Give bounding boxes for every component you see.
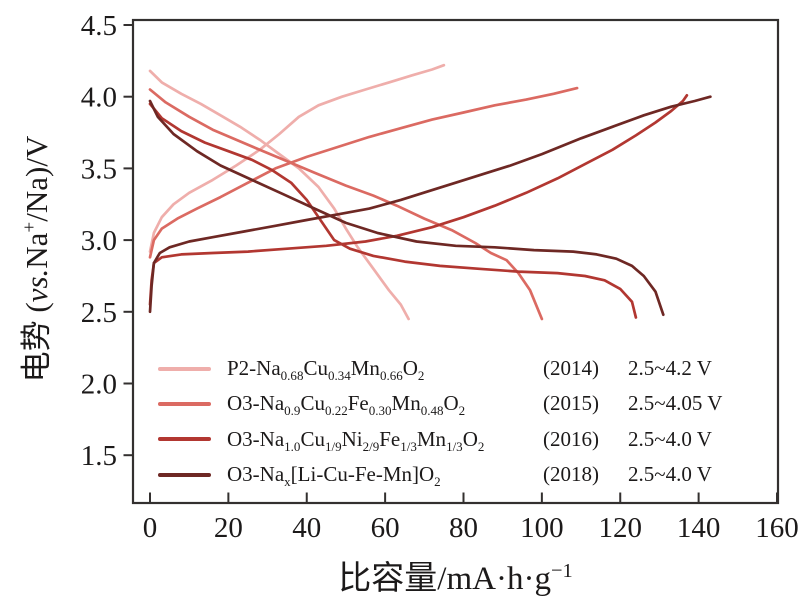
- curve-2016-charge: [148, 93, 689, 306]
- y-axis-title: 电势 (vs.Na+/Na)/V: [19, 135, 54, 383]
- y-tick-label: 3.5: [81, 153, 117, 185]
- y-tick-label: 1.5: [81, 440, 117, 472]
- curve-2018-charge: [148, 95, 712, 314]
- curve-2015-discharge: [148, 88, 544, 321]
- legend-row-2016: O3-Na1.0Cu1/9Ni2/9Fe1/3Mn1/3O2 (2016) 2.5~…: [158, 422, 783, 457]
- curve-2014-charge: [148, 63, 446, 253]
- legend-series-name: O3-Na0.9Cu0.22Fe0.30Mn0.48O2: [227, 391, 466, 419]
- legend-series-name: O3-Nax[Li-Cu-Fe-Mn]O2: [227, 462, 441, 490]
- x-tick-label: 100: [520, 512, 564, 544]
- legend-series-year: (2016): [543, 426, 599, 451]
- legend-line-swatch: [158, 402, 211, 407]
- legend-line-swatch: [158, 472, 211, 477]
- legend-series-name: P2-Na0.68Cu0.34Mn0.66O2: [227, 356, 425, 384]
- y-tick-label: 4.5: [81, 10, 117, 42]
- x-tick-label: 20: [214, 512, 243, 544]
- legend: P2-Na0.68Cu0.34Mn0.66O2 (2014) 2.5~4.2 V O3…: [158, 351, 783, 497]
- y-tick-label: 2.0: [81, 369, 117, 401]
- x-tick-label: 0: [143, 512, 158, 544]
- y-tick-label: 3.0: [81, 225, 117, 257]
- legend-series-year: (2015): [543, 391, 599, 416]
- legend-row-2015: O3-Na0.9Cu0.22Fe0.30Mn0.48O2 (2015) 2.5~4.…: [158, 386, 783, 421]
- axis-frame: [131, 18, 780, 505]
- x-tick-label: 120: [598, 512, 642, 544]
- legend-row-2018: O3-Nax[Li-Cu-Fe-Mn]O2 (2018) 2.5~4.0 V: [158, 457, 783, 492]
- curve-2016-discharge: [148, 102, 638, 319]
- legend-series-voltage-range: 2.5~4.2 V: [628, 356, 712, 380]
- curve-2014-discharge: [148, 69, 410, 321]
- x-tick-label: 80: [449, 512, 478, 544]
- curve-2018-discharge: [148, 99, 665, 317]
- curve-2015-charge: [148, 86, 579, 259]
- x-tick-label: 160: [755, 512, 799, 544]
- legend-series-year: (2018): [543, 462, 599, 487]
- legend-line-swatch: [158, 366, 211, 371]
- legend-series-year: (2014): [543, 356, 599, 380]
- legend-series-voltage-range: 2.5~4.05 V: [628, 391, 723, 416]
- legend-series-voltage-range: 2.5~4.0 V: [628, 426, 712, 451]
- legend-series-voltage-range: 2.5~4.0 V: [628, 462, 712, 487]
- x-tick-label: 40: [292, 512, 321, 544]
- x-axis-title: 比容量/mA·h·g−1: [338, 560, 573, 597]
- legend-series-name: O3-Na1.0Cu1/9Ni2/9Fe1/3Mn1/3O2: [227, 426, 485, 454]
- x-tick-label: 140: [677, 512, 721, 544]
- y-tick-label: 4.0: [81, 82, 117, 114]
- legend-line-swatch: [158, 437, 211, 442]
- legend-row-2014: P2-Na0.68Cu0.34Mn0.66O2 (2014) 2.5~4.2 V: [158, 351, 783, 386]
- y-tick-label: 2.5: [81, 297, 117, 329]
- x-tick-label: 60: [371, 512, 400, 544]
